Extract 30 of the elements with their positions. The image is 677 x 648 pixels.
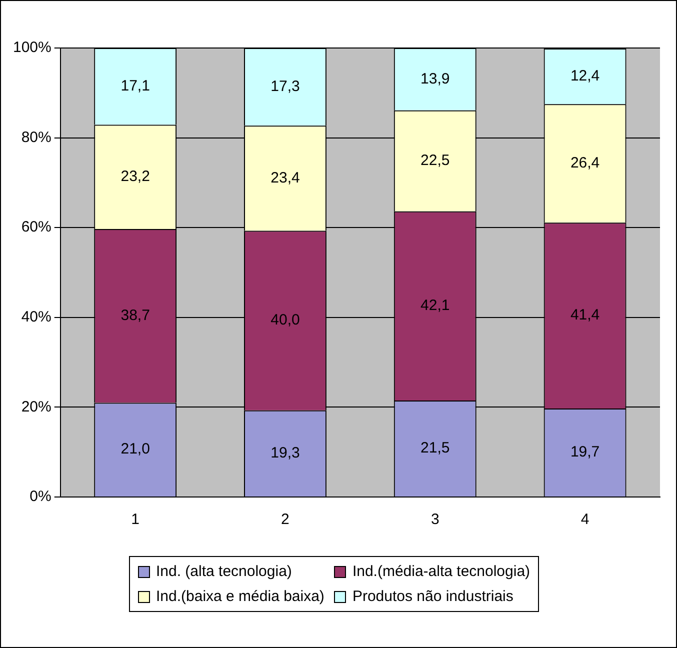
legend-label: Ind. (alta tecnologia) bbox=[156, 563, 292, 580]
data-label: 21,0 bbox=[120, 440, 150, 458]
data-label: 41,4 bbox=[570, 306, 600, 324]
data-label: 19,3 bbox=[270, 444, 300, 462]
x-tick-label: 1 bbox=[131, 511, 140, 528]
x-tick-label: 2 bbox=[281, 511, 290, 528]
legend-label: Ind.(média-alta tecnologia) bbox=[352, 563, 530, 580]
y-tick-label: 40% bbox=[21, 308, 52, 326]
data-label: 12,4 bbox=[570, 67, 600, 84]
data-label: 17,1 bbox=[120, 78, 150, 95]
legend-label: Ind.(baixa e média baixa) bbox=[156, 588, 324, 605]
data-label: 42,1 bbox=[420, 297, 450, 314]
data-label: 26,4 bbox=[570, 154, 600, 172]
y-tick-label: 60% bbox=[21, 218, 52, 236]
data-label: 23,2 bbox=[120, 168, 150, 186]
y-tick-label: 80% bbox=[21, 128, 52, 146]
legend-label: Produtos não industriais bbox=[352, 588, 514, 605]
y-tick-label: 0% bbox=[30, 488, 52, 506]
data-label: 17,3 bbox=[270, 78, 300, 95]
x-tick-label: 4 bbox=[580, 511, 590, 528]
data-label: 13,9 bbox=[420, 70, 450, 88]
data-label: 22,5 bbox=[420, 152, 450, 170]
data-label: 19,7 bbox=[570, 444, 600, 461]
data-label: 21,5 bbox=[420, 440, 450, 457]
y-tick-label: 100% bbox=[12, 39, 52, 56]
y-tick-label: 20% bbox=[21, 398, 52, 416]
data-label: 38,7 bbox=[120, 306, 150, 324]
x-tick-label: 3 bbox=[430, 511, 440, 528]
data-label: 40,0 bbox=[270, 312, 300, 329]
data-label: 23,4 bbox=[270, 169, 300, 186]
